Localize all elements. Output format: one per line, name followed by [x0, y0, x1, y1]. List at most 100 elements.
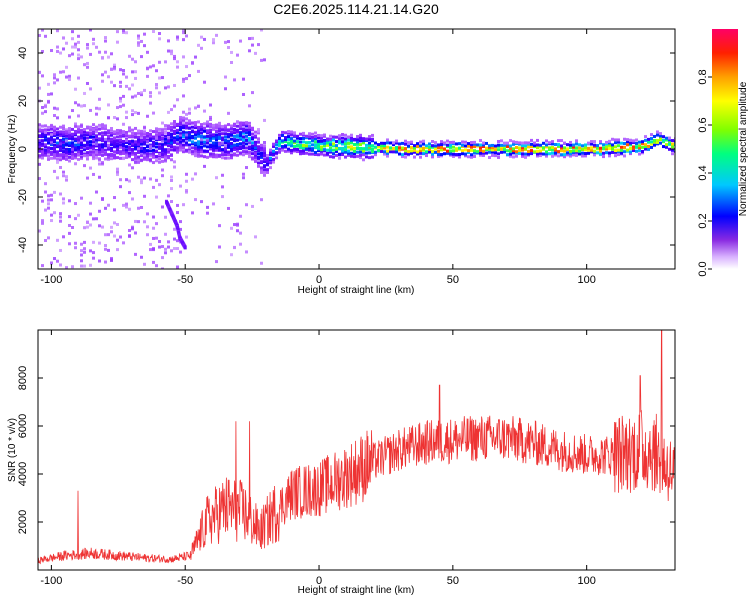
spectrogram-cell — [263, 151, 266, 155]
spectrogram-cell — [236, 222, 239, 226]
spectrogram-cell — [608, 141, 611, 145]
spectrogram-cell — [116, 135, 119, 139]
spectrogram-cell — [269, 158, 272, 162]
spectrogram-cell — [233, 127, 236, 131]
spectrogram-cell — [176, 128, 179, 132]
spectrogram-cell — [173, 129, 176, 133]
spectrogram-cell — [146, 140, 149, 144]
spectrogram-cell — [206, 136, 209, 140]
spectrogram-cell — [581, 151, 584, 155]
spectrogram-cell — [200, 147, 203, 151]
spectrogram-cell — [449, 149, 452, 153]
spectrogram-cell — [146, 74, 149, 78]
spectrogram-cell — [218, 153, 221, 157]
spectrogram-cell — [473, 151, 476, 155]
spectrogram-cell — [404, 155, 407, 159]
spectrogram-cell — [56, 150, 59, 154]
spectrogram-cell — [668, 140, 671, 144]
spectrogram-cell — [326, 151, 329, 155]
spectrogram-cell — [224, 124, 227, 128]
spectrogram-cell — [272, 144, 275, 148]
spectrogram-cell — [239, 214, 242, 218]
spectrogram-cell — [386, 141, 389, 145]
spectrogram-cell — [38, 138, 41, 142]
spectrogram-cell — [446, 139, 449, 143]
spectrogram-cell — [497, 155, 500, 159]
spectrogram-cell — [638, 146, 641, 150]
spectrogram-cell — [200, 142, 203, 146]
spectrogram-cell — [86, 136, 89, 140]
spectrogram-cell — [230, 153, 233, 157]
spectrogram-cell — [512, 155, 515, 159]
spectrogram-cell — [53, 132, 56, 136]
spectrogram-cell — [86, 176, 89, 180]
spectrogram-cell — [308, 148, 311, 152]
spectrogram-cell — [65, 130, 68, 134]
spectrogram-cell — [227, 123, 230, 127]
spectrogram-cell — [452, 152, 455, 156]
spectrogram-cell — [269, 152, 272, 156]
spectrogram-cell — [305, 144, 308, 148]
spectrogram-cell — [581, 148, 584, 152]
spectrogram-cell — [500, 147, 503, 151]
spectrogram-cell — [236, 153, 239, 157]
spectrogram-cell — [470, 148, 473, 152]
spectrogram-cell — [188, 107, 191, 111]
spectrogram-cell — [296, 150, 299, 154]
spectrogram-cell — [182, 135, 185, 139]
spectrogram-cell — [161, 140, 164, 144]
spectrogram-cell — [59, 219, 62, 223]
spectrogram-cell — [530, 142, 533, 146]
spectrogram-cell — [164, 124, 167, 128]
spectrogram-cell — [197, 134, 200, 138]
spectrogram-cell — [86, 65, 89, 69]
spectrogram-cell — [173, 104, 176, 108]
spectrogram-cell — [470, 153, 473, 157]
spectrogram-cell — [122, 30, 125, 34]
spectrogram-cell — [209, 115, 212, 119]
spectrogram-cell — [620, 151, 623, 155]
spectrogram-cell — [122, 72, 125, 76]
spectrogram-cell — [59, 132, 62, 136]
spectrogram-cell — [68, 231, 71, 235]
spectrogram-cell — [44, 145, 47, 149]
spectrogram-cell — [308, 135, 311, 139]
spectrogram-cell — [590, 150, 593, 154]
spectrogram-cell — [599, 140, 602, 144]
spectrogram-cell — [347, 151, 350, 155]
spectrogram-cell — [191, 150, 194, 154]
spectrogram-cell — [89, 153, 92, 157]
spectrogram-cell — [53, 73, 56, 77]
spectrogram-cell — [665, 138, 668, 142]
spectrogram-cell — [233, 143, 236, 147]
spectrogram-cell — [230, 142, 233, 146]
spectrogram-cell — [470, 155, 473, 159]
spectrogram-cell — [98, 132, 101, 136]
spectrogram-cell — [65, 147, 68, 151]
spectrogram-cell — [149, 133, 152, 137]
spectrogram-cell — [497, 148, 500, 152]
spectrogram-cell — [170, 148, 173, 152]
spectrogram-cell — [557, 154, 560, 158]
spectrogram-cell — [509, 152, 512, 156]
spectrogram-cell — [200, 139, 203, 143]
spectrogram-cell — [398, 142, 401, 146]
spectrogram-cell — [200, 131, 203, 135]
spectrogram-cell — [560, 149, 563, 153]
spectrogram-cell — [251, 91, 254, 95]
spectrogram-cell — [197, 69, 200, 73]
spectrogram-cell — [119, 150, 122, 154]
spectrogram-cell — [86, 153, 89, 157]
spectrogram-cell — [164, 86, 167, 90]
spectrogram-cell — [53, 140, 56, 144]
spectrogram-cell — [314, 140, 317, 144]
spectrogram-cell — [143, 140, 146, 144]
spectrogram-cell — [134, 132, 137, 136]
spectrogram-cell — [248, 150, 251, 154]
spectrogram-cell — [152, 135, 155, 139]
spectrogram-cell — [545, 150, 548, 154]
spectrogram-cell — [131, 113, 134, 117]
spectrogram-cell — [416, 152, 419, 156]
spectrogram-cell — [152, 64, 155, 68]
spectrogram-cell — [215, 129, 218, 133]
